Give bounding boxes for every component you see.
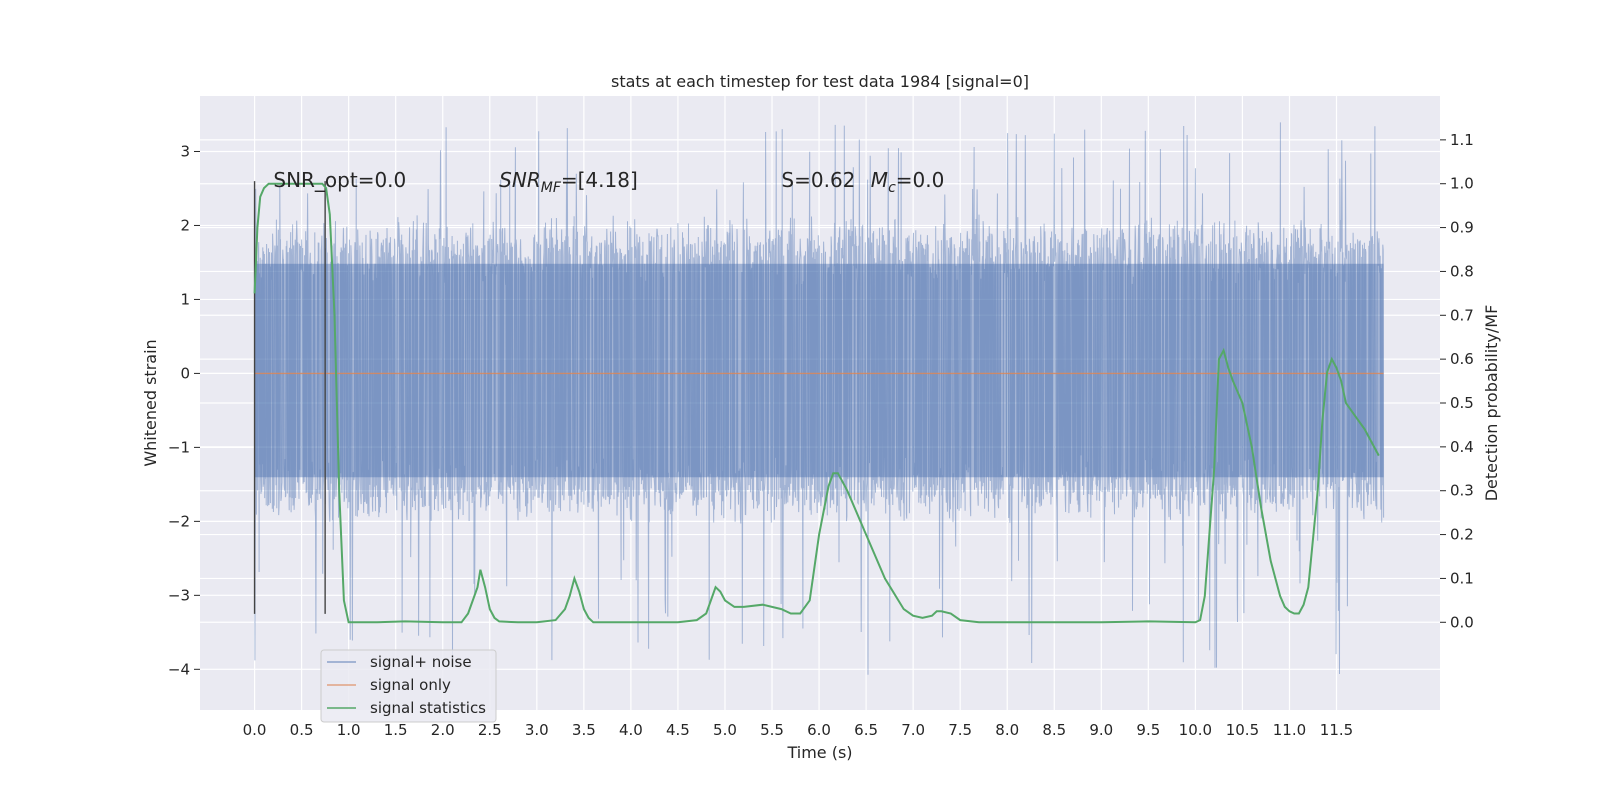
noise-band	[254, 263, 1384, 478]
x-axis-label: Time (s)	[786, 743, 852, 762]
x-tick-label: 11.5	[1320, 721, 1353, 739]
y2-tick-label: 0.4	[1450, 438, 1474, 456]
x-tick-label: 2.0	[431, 721, 455, 739]
chart-title: stats at each timestep for test data 198…	[611, 72, 1029, 91]
x-tick-label: 9.0	[1089, 721, 1113, 739]
x-tick-label: 10.0	[1179, 721, 1212, 739]
x-tick-label: 6.0	[807, 721, 831, 739]
y-axis-ticks: −4 −3 −2 −1 0 1 2 3	[168, 142, 200, 678]
annotation-snr-mf: SNRMF=[4.18]	[499, 168, 638, 196]
x-tick-label: 8.0	[995, 721, 1019, 739]
x-tick-label: 7.0	[901, 721, 925, 739]
y2-tick-label: 0.0	[1450, 613, 1474, 631]
y-tick-label: −3	[168, 586, 190, 604]
signal-statistics-line	[253, 182, 1380, 624]
y2-tick-label: 0.6	[1450, 350, 1474, 368]
x-tick-label: 2.5	[478, 721, 502, 739]
y2-tick-label: 0.5	[1450, 394, 1474, 412]
x-tick-label: 4.0	[619, 721, 643, 739]
y2-tick-label: 0.2	[1450, 526, 1474, 544]
x-tick-label: 4.5	[666, 721, 690, 739]
annotation-snr-opt: SNR_opt=0.0	[273, 168, 406, 192]
annotations: SNR_opt=0.0 SNRMF=[4.18] S=0.62 Mc=0.0	[273, 168, 944, 196]
y-tick-label: 0	[180, 364, 190, 382]
legend: signal+ noise signal only signal statist…	[320, 649, 497, 723]
y2-tick-label: 0.9	[1450, 219, 1474, 237]
x-tick-label: 0.0	[243, 721, 267, 739]
x-tick-label: 3.5	[572, 721, 596, 739]
x-tick-label: 1.5	[384, 721, 408, 739]
x-tick-label: 11.0	[1273, 721, 1306, 739]
annotation-mc-value: Mc=0.0	[871, 168, 945, 196]
y2-tick-label: 0.7	[1450, 306, 1474, 324]
noise-trace	[254, 122, 1385, 675]
annotation-s-value: S=0.62	[781, 168, 855, 192]
x-tick-label: 5.0	[713, 721, 737, 739]
y-tick-label: 3	[180, 142, 190, 160]
y2-axis-label: Detection probability/MF	[1482, 305, 1501, 502]
y2-tick-label: 0.3	[1450, 482, 1474, 500]
y2-tick-label: 0.8	[1450, 262, 1474, 280]
y-tick-label: −2	[168, 512, 190, 530]
series-signal-statistics	[253, 182, 1380, 624]
legend-box	[320, 649, 497, 723]
y-tick-label: 2	[180, 216, 190, 234]
y-tick-label: −1	[168, 438, 190, 456]
x-axis-ticks: 0.0 0.5 1.0 1.5 2.0 2.5 3.0 3.5 4.0 4.5 5.0 5.5 6.0 6…	[243, 721, 1354, 739]
y-tick-label: 1	[180, 290, 190, 308]
y2-tick-label: 1.0	[1450, 175, 1474, 193]
x-tick-label: 9.5	[1136, 721, 1160, 739]
x-tick-label: 8.5	[1042, 721, 1066, 739]
x-tick-label: 3.0	[525, 721, 549, 739]
y2-tick-label: 1.1	[1450, 131, 1474, 149]
legend-label-signal-plus-noise: signal+ noise	[370, 653, 472, 671]
x-tick-label: 6.5	[854, 721, 878, 739]
y2-axis-ticks: 0.0 0.1 0.2 0.3 0.4 0.5 0.6 0.7 0.8 0.9 1.0 1.1	[1440, 131, 1474, 631]
y-tick-label: −4	[168, 660, 190, 678]
segment-markers	[253, 181, 326, 614]
x-tick-label: 5.5	[760, 721, 784, 739]
x-tick-label: 10.5	[1226, 721, 1259, 739]
legend-label-signal-statistics: signal statistics	[370, 699, 486, 717]
x-tick-label: 7.5	[948, 721, 972, 739]
series-signal-plus-noise	[254, 122, 1385, 675]
x-tick-label: 0.5	[290, 721, 314, 739]
legend-label-signal-only: signal only	[370, 676, 451, 694]
y-axis-label: Whitened strain	[141, 339, 160, 466]
y2-tick-label: 0.1	[1450, 569, 1474, 587]
x-tick-label: 1.0	[337, 721, 361, 739]
